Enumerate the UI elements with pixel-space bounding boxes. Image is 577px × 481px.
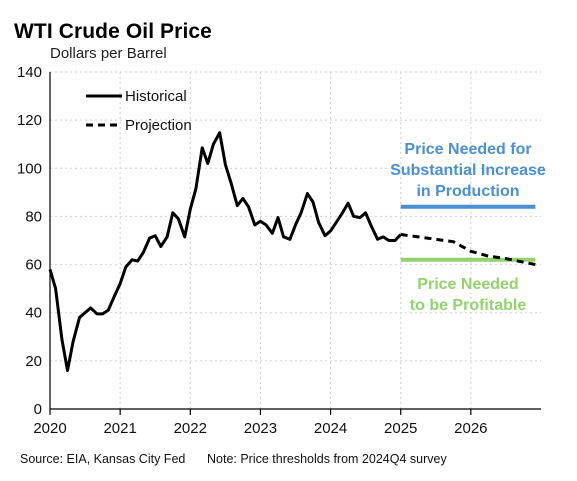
y-tick-label: 100 <box>17 160 42 177</box>
y-tick-label: 0 <box>34 401 42 418</box>
y-tick-label: 140 <box>17 64 42 81</box>
source-note: Source: EIA, Kansas City Fed <box>20 452 186 466</box>
annotations: Price Needed for Substantial Increase in P… <box>390 141 546 314</box>
reference-lines <box>400 204 536 262</box>
x-tick-label: 2020 <box>33 420 66 437</box>
x-tick-label: 2023 <box>244 420 277 437</box>
chart-title: WTI Crude Oil Price <box>14 20 212 43</box>
y-tick-label: 120 <box>17 112 42 129</box>
profit-threshold-label: Price Needed <box>417 276 518 293</box>
x-tick-label: 2026 <box>454 420 487 437</box>
threshold-note: Note: Price thresholds from 2024Q4 surve… <box>207 452 447 466</box>
data-series <box>48 131 536 372</box>
y-tick-label: 20 <box>25 353 42 370</box>
production-threshold-label: Price Needed for <box>404 141 531 158</box>
grid-lines <box>50 71 541 409</box>
x-tick-label: 2024 <box>314 420 347 437</box>
y-tick-label: 80 <box>25 208 42 225</box>
series-projection-line <box>400 233 536 267</box>
x-tick-label: 2025 <box>384 420 417 437</box>
production-threshold-label: Substantial Increase <box>390 162 546 179</box>
chart-subtitle: Dollars per Barrel <box>50 45 167 62</box>
production-threshold-label: in Production <box>416 183 519 200</box>
x-tick-label: 2022 <box>174 420 207 437</box>
y-tick-label: 40 <box>25 305 42 322</box>
axes: 0 20 40 60 80 100 120 140 2020 2021 2022 2023 2024 20… <box>17 64 541 437</box>
y-tick-label: 60 <box>25 257 42 274</box>
profit-threshold-label: to be Profitable <box>410 297 527 314</box>
legend: Historical Projection <box>86 88 192 134</box>
x-tick-label: 2021 <box>103 420 136 437</box>
series-historical-line <box>48 131 402 372</box>
legend-label-projection: Projection <box>125 117 192 134</box>
legend-label-historical: Historical <box>125 88 187 105</box>
